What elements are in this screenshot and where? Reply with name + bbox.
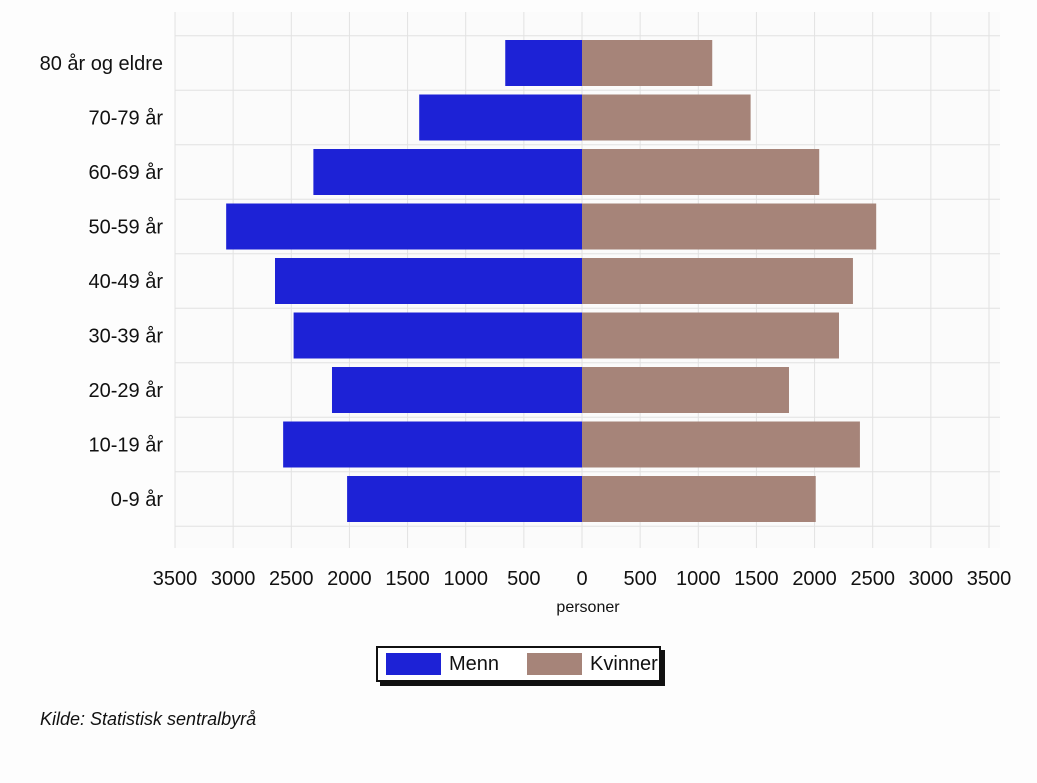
bar-women [582, 40, 713, 86]
x-tick-label: 1500 [734, 568, 779, 590]
bar-men [505, 40, 582, 86]
bar-men [419, 94, 582, 141]
x-tick-label: 1000 [443, 568, 488, 590]
bar-men [293, 312, 582, 359]
x-tick-label: 2000 [327, 568, 372, 590]
bar-women [582, 203, 877, 250]
x-tick-label: 2500 [850, 568, 895, 590]
bar-women [582, 258, 853, 304]
bar-women [582, 421, 860, 468]
category-label: 20-29 år [89, 380, 164, 402]
bar-men [347, 476, 582, 522]
category-label: 70-79 år [89, 108, 164, 130]
bar-women [582, 312, 839, 359]
category-label: 60-69 år [89, 162, 164, 184]
x-tick-label: 2500 [269, 568, 314, 590]
x-tick-label: 3500 [967, 568, 1012, 590]
legend-swatch-women [527, 653, 583, 675]
x-tick-label: 1000 [676, 568, 721, 590]
x-tick-label: 3000 [211, 568, 256, 590]
legend-item-men: Menn [386, 653, 499, 676]
bar-women [582, 367, 789, 413]
x-tick-label: 2000 [792, 568, 837, 590]
x-tick-label: 500 [623, 568, 656, 590]
legend-item-women: Kvinner [527, 653, 658, 676]
x-tick-label: 500 [507, 568, 540, 590]
bar-men [331, 367, 582, 413]
x-tick-label: 1500 [385, 568, 430, 590]
bar-men [275, 258, 582, 304]
bar-women [582, 149, 820, 195]
category-label: 10-19 år [89, 435, 164, 457]
source-note: Kilde: Statistisk sentralbyrå [40, 709, 257, 729]
category-label: 30-39 år [89, 326, 164, 348]
bar-women [582, 476, 816, 522]
category-label: 0-9 år [111, 489, 164, 511]
x-tick-label: 0 [576, 568, 587, 590]
pyramid-plot: 80 år og eldre 70-79 år 60-69 år 50-59 år 40… [40, 12, 1012, 616]
legend-label-men: Menn [449, 652, 500, 675]
legend: Menn Kvinner [376, 646, 661, 682]
bar-women [582, 94, 751, 141]
x-tick-label: 3000 [909, 568, 954, 590]
bar-men [226, 203, 582, 250]
x-axis-title: personer [556, 599, 620, 616]
legend-label-women: Kvinner [590, 652, 658, 675]
x-tick-label: 3500 [153, 568, 198, 590]
category-label: 50-59 år [89, 217, 164, 239]
bar-men [283, 421, 582, 468]
category-label: 80 år og eldre [40, 53, 163, 75]
category-label: 40-49 år [89, 271, 164, 293]
legend-swatch-men [386, 653, 441, 675]
bar-men [313, 149, 582, 195]
